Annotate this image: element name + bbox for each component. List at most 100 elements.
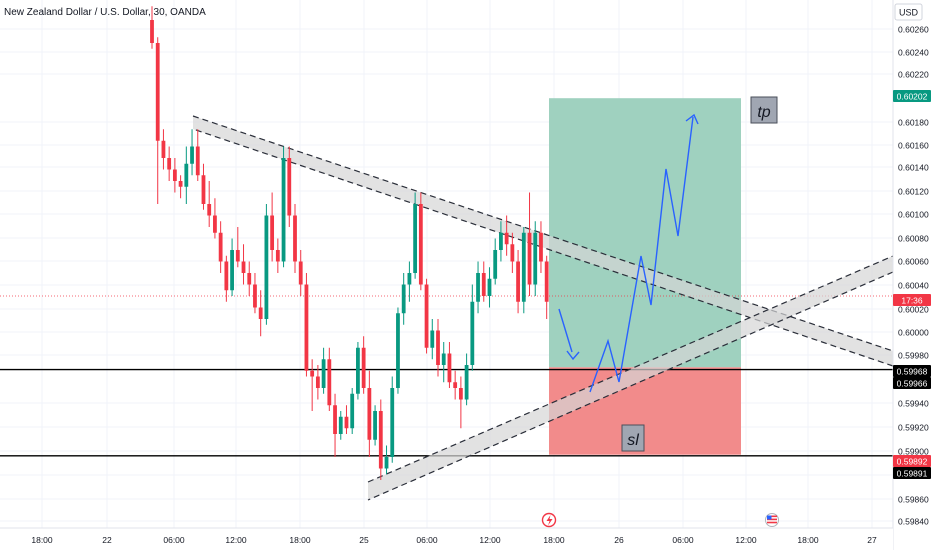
projection-arrow-up[interactable]	[589, 116, 694, 393]
us-flag-icon[interactable]	[765, 513, 779, 527]
candle	[184, 146, 189, 204]
svg-text:0.59892: 0.59892	[897, 457, 928, 467]
candle	[321, 347, 326, 394]
time-tick-label: 12:00	[735, 535, 757, 545]
candle	[230, 238, 234, 296]
candle	[207, 181, 212, 227]
candle	[213, 198, 217, 239]
trend-channels[interactable]	[192, 115, 894, 501]
price-tick-label: 0.60220	[898, 70, 929, 80]
candle	[516, 250, 520, 314]
candle	[287, 146, 292, 227]
candle	[367, 370, 372, 457]
long-position-tool[interactable]	[549, 98, 741, 455]
candle	[470, 284, 475, 371]
profit-zone[interactable]	[549, 98, 741, 368]
candle	[430, 319, 435, 360]
candle	[338, 411, 343, 440]
candle	[178, 175, 183, 199]
candle	[315, 365, 320, 400]
price-tick-label: 0.60060	[898, 257, 929, 267]
candle	[281, 146, 286, 268]
ascending-channel[interactable]	[367, 255, 894, 501]
candle	[533, 221, 538, 296]
price-tick-label: 0.60000	[898, 328, 929, 338]
candle	[264, 204, 269, 325]
candle	[310, 359, 315, 411]
candlestick-series	[150, 6, 549, 480]
candle	[247, 261, 252, 296]
candle	[167, 146, 172, 181]
candle	[447, 342, 452, 388]
svg-text:0.59891: 0.59891	[897, 469, 928, 479]
time-tick-label: 12:00	[225, 535, 247, 545]
price-tick-label: 0.60260	[898, 25, 929, 35]
candle	[275, 238, 280, 273]
svg-text:USD: USD	[899, 8, 919, 18]
candle	[481, 261, 486, 302]
candle	[327, 347, 332, 411]
price-badge: 0.59968	[893, 365, 931, 377]
price-tick-label: 0.60080	[898, 234, 929, 244]
candle	[224, 255, 229, 302]
candle	[270, 192, 275, 262]
time-axis[interactable]: 18:00 22 06:00 12:00 18:00 25 06:00 12:00 18:00 2…	[31, 535, 877, 545]
candle	[413, 192, 418, 279]
price-tick-label: 0.60020	[898, 305, 929, 315]
tp-label: tp	[757, 104, 770, 121]
time-axis-panel	[0, 528, 893, 550]
time-tick-label: 18:00	[797, 535, 819, 545]
candle	[235, 227, 240, 268]
time-tick-label: 22	[102, 535, 112, 545]
price-tick-label: 0.60120	[898, 187, 929, 197]
svg-text:0.60202: 0.60202	[897, 92, 928, 102]
candle	[396, 307, 400, 394]
price-badge: 0.60202	[893, 90, 931, 102]
price-tick-label: 0.60040	[898, 281, 929, 291]
projection-path[interactable]	[558, 113, 699, 393]
svg-text:0.59966: 0.59966	[897, 379, 928, 389]
candle	[378, 399, 383, 480]
price-tick-label: 0.59840	[898, 517, 929, 527]
price-axis[interactable]: 0.60260 0.60240 0.60220 0.60180 0.60160 0.601…	[898, 25, 929, 527]
candle	[401, 273, 406, 325]
svg-text:0.59968: 0.59968	[897, 367, 928, 377]
sl-label: sl	[627, 432, 639, 449]
price-badges: 0.60202 17:36 0.59968 0.59966 0.59892 0.59891	[893, 90, 931, 479]
time-tick-label: 06:00	[672, 535, 694, 545]
svg-text:17:36: 17:36	[901, 296, 923, 306]
candle	[436, 319, 440, 377]
candle	[458, 376, 463, 429]
candle	[161, 129, 166, 170]
candle	[510, 232, 515, 273]
candle	[344, 405, 349, 434]
tp-label-box[interactable]: tp	[750, 96, 778, 124]
candle	[499, 221, 503, 262]
candle	[253, 273, 257, 314]
candle	[441, 342, 446, 383]
candle	[527, 192, 532, 296]
candle	[453, 370, 458, 400]
price-tick-label: 0.59860	[898, 495, 929, 505]
time-tick-label: 27	[867, 535, 877, 545]
time-tick-label: 18:00	[289, 535, 311, 545]
candle	[418, 192, 423, 291]
candle	[333, 393, 337, 457]
price-badge: 17:36	[893, 294, 931, 306]
candle	[521, 227, 526, 314]
candle	[487, 267, 492, 308]
currency-button[interactable]: USD	[894, 3, 923, 21]
candle	[350, 388, 355, 434]
price-tick-label: 0.60100	[898, 210, 929, 220]
candle	[190, 129, 194, 176]
candle	[544, 255, 549, 319]
price-tick-label: 0.60140	[898, 163, 929, 173]
projection-arrow-down[interactable]	[558, 308, 573, 353]
lightning-icon[interactable]	[541, 512, 557, 528]
loss-zone[interactable]	[549, 367, 741, 455]
candle	[384, 445, 389, 475]
sl-label-box[interactable]: sl	[621, 424, 645, 452]
time-tick-label: 18:00	[31, 535, 53, 545]
